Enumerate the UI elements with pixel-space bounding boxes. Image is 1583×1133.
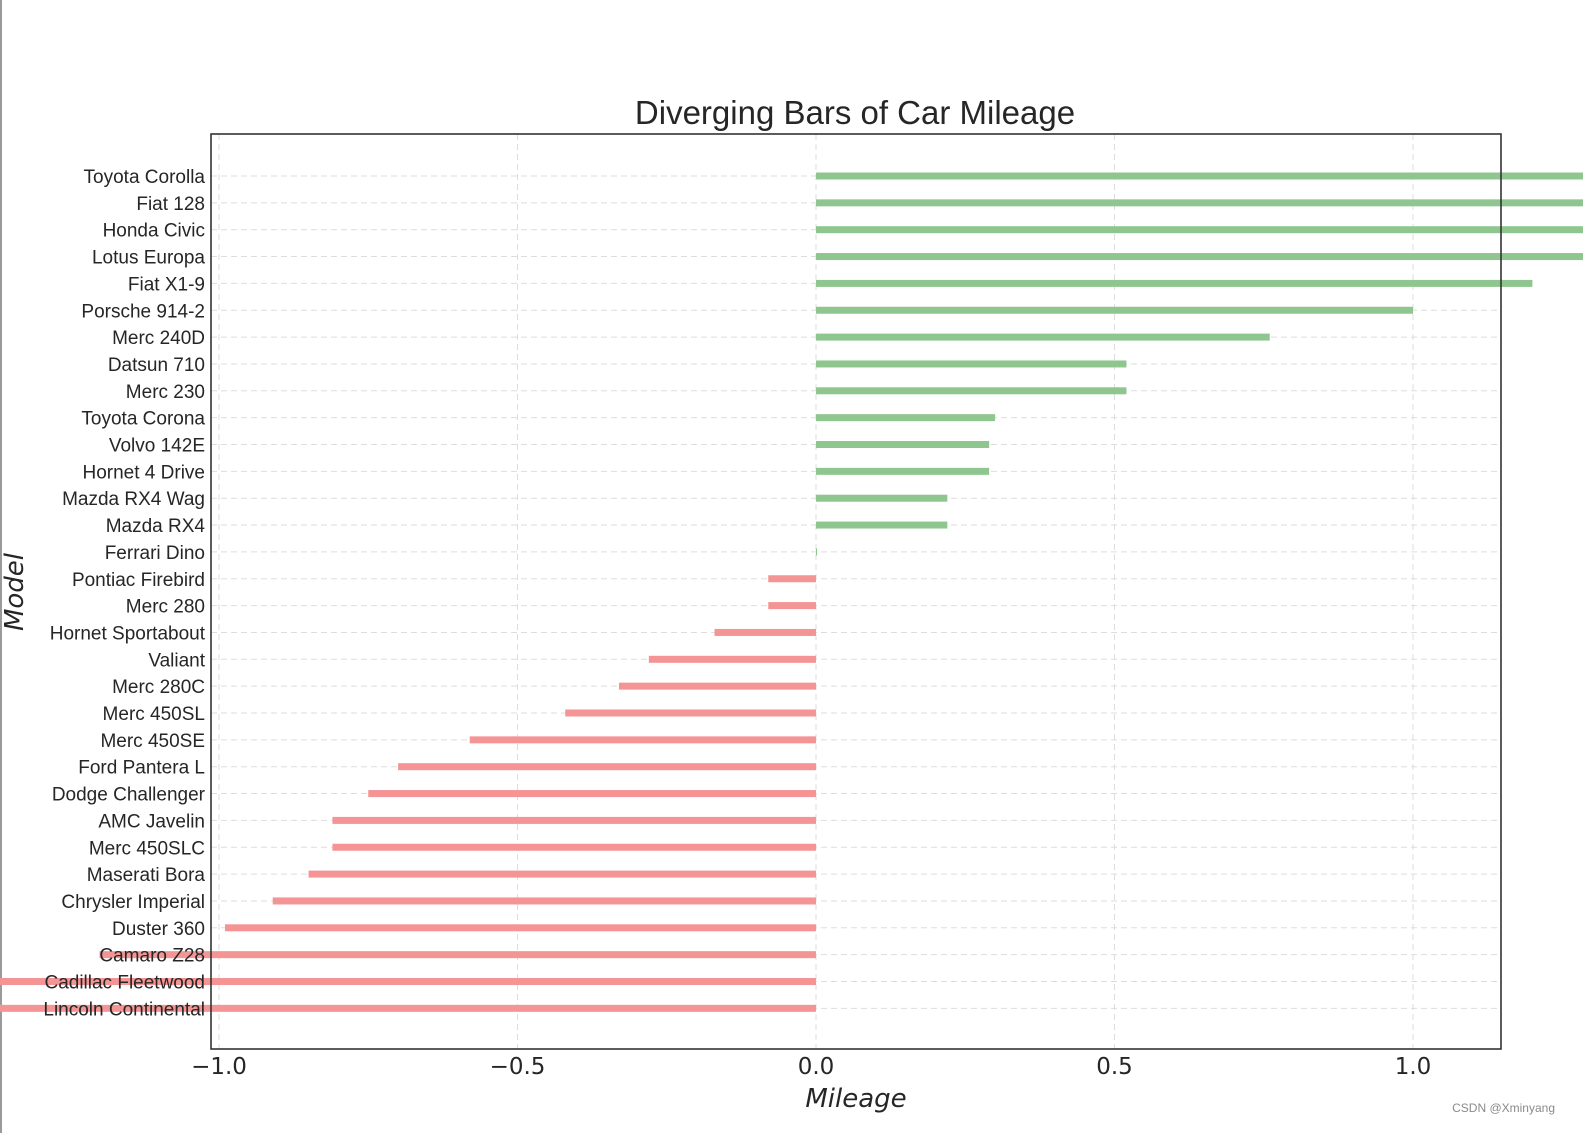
- y-tick-label: Toyota Corolla: [84, 167, 206, 188]
- bar-ford-pantera-l: [398, 763, 816, 771]
- bar-hornet-4-drive: [816, 467, 990, 475]
- watermark: CSDN @Xminyang: [1452, 1101, 1555, 1115]
- y-tick-label: AMC Javelin: [98, 811, 205, 832]
- y-tick-label: Mazda RX4: [106, 516, 206, 537]
- window-left-edge: [0, 0, 2, 1133]
- y-tick-label: Ford Pantera L: [78, 758, 205, 779]
- bar-volvo-142e: [816, 441, 990, 448]
- bar-merc-230: [816, 387, 1127, 395]
- y-tick-label: Maserati Bora: [87, 865, 206, 886]
- bar-lotus-europa: [816, 253, 1583, 261]
- bar-fiat-x1-9: [816, 279, 1533, 287]
- y-tick-label: Lincoln Continental: [43, 999, 205, 1020]
- bar-dodge-challenger: [368, 790, 816, 798]
- chart-title: Diverging Bars of Car Mileage: [635, 94, 1075, 131]
- x-tick-label: 0.5: [1096, 1054, 1133, 1080]
- bar-merc-280c: [618, 682, 816, 690]
- y-tick-label: Fiat 128: [136, 194, 205, 215]
- bars: [0, 172, 1583, 1012]
- y-tick-label: Cadillac Fleetwood: [44, 973, 205, 994]
- y-tick-label: Dodge Challenger: [52, 785, 206, 806]
- bar-ferrari-dino: [816, 548, 817, 556]
- plot-frame: [210, 133, 1502, 1050]
- x-tick-label: 0.0: [798, 1054, 835, 1080]
- y-tick-label: Merc 280: [126, 597, 205, 618]
- y-tick-label: Ferrari Dino: [105, 543, 205, 564]
- y-tick-label: Toyota Corona: [81, 409, 205, 430]
- y-tick-labels: Toyota Corolla Fiat 128 Honda Civic Lotus E…: [43, 167, 205, 1020]
- y-tick-label: Merc 450SE: [100, 731, 205, 752]
- bar-pontiac-firebird: [768, 575, 816, 583]
- x-tick-label: 1.0: [1395, 1054, 1432, 1080]
- bar-merc-450sl: [565, 709, 816, 717]
- bar-merc-450se: [469, 736, 816, 744]
- y-tick-label: Pontiac Firebird: [72, 570, 205, 591]
- bar-lincoln-continental: [0, 1004, 816, 1012]
- bar-duster-360: [224, 924, 817, 932]
- y-axis-label: Model: [0, 552, 30, 631]
- y-tick-label: Merc 280C: [112, 677, 205, 698]
- y-tick-label: Datsun 710: [108, 355, 205, 376]
- x-tick-label: −0.5: [490, 1054, 546, 1080]
- y-tick-label: Chrysler Imperial: [61, 892, 205, 913]
- bar-fiat-128: [816, 199, 1583, 207]
- bar-porsche-914-2: [816, 306, 1413, 314]
- bar-amc-javelin: [332, 816, 816, 824]
- x-tick-label: −1.0: [191, 1054, 247, 1080]
- bar-toyota-corolla: [816, 172, 1583, 180]
- y-tick-label: Hornet 4 Drive: [83, 462, 206, 483]
- y-tick-label: Merc 450SL: [103, 704, 205, 725]
- bar-maserati-bora: [308, 870, 816, 878]
- bar-mazda-rx4: [816, 521, 948, 529]
- y-tick-label: Camaro Z28: [99, 946, 205, 967]
- grid-lines: [211, 134, 1501, 1049]
- bar-datsun-710: [816, 360, 1127, 368]
- bar-valiant: [648, 655, 816, 663]
- bar-toyota-corona: [816, 414, 996, 422]
- y-tick-label: Porsche 914-2: [81, 301, 205, 322]
- y-tick-label: Lotus Europa: [92, 248, 205, 269]
- bar-merc-240d: [816, 333, 1270, 341]
- y-tick-label: Merc 240D: [112, 328, 205, 349]
- x-tick-labels: −2.0−1.5−1.0−0.50.00.51.01.52.0: [191, 1054, 1432, 1080]
- y-tick-label: Duster 360: [112, 919, 205, 940]
- y-tick-label: Volvo 142E: [109, 436, 205, 457]
- y-tick-label: Merc 450SLC: [89, 838, 205, 859]
- bar-mazda-rx4-wag: [816, 494, 948, 502]
- x-axis-label: Mileage: [805, 1084, 906, 1114]
- bar-honda-civic: [816, 226, 1583, 234]
- bar-camaro-z28: [99, 951, 817, 959]
- bar-cadillac-fleetwood: [0, 978, 816, 985]
- bar-chrysler-imperial: [272, 897, 817, 905]
- bar-merc-450slc: [332, 843, 816, 851]
- y-tick-label: Fiat X1-9: [128, 274, 205, 295]
- bar-hornet-sportabout: [714, 628, 816, 636]
- y-tick-label: Valiant: [148, 650, 205, 671]
- y-tick-label: Merc 230: [126, 382, 205, 403]
- y-tick-label: Mazda RX4 Wag: [62, 489, 205, 510]
- bar-merc-280: [768, 602, 816, 610]
- y-tick-label: Hornet Sportabout: [50, 623, 206, 644]
- y-tick-label: Honda Civic: [103, 221, 205, 242]
